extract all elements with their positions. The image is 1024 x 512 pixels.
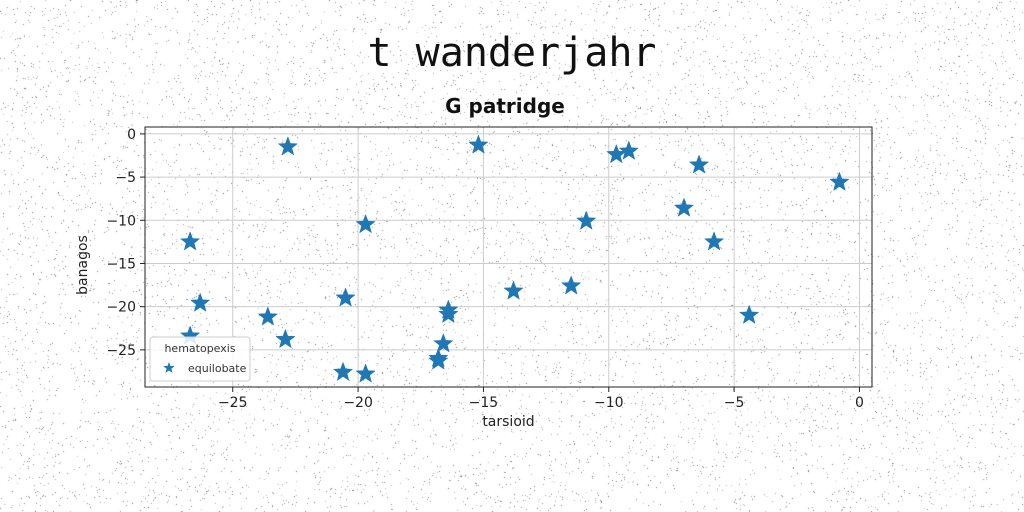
x-tick-label: −5 [724, 395, 745, 411]
legend-star-marker [163, 362, 175, 373]
axes-frame [144, 126, 873, 388]
data-point-star [688, 154, 710, 174]
data-point-star [179, 231, 201, 251]
data-point-star [428, 350, 449, 370]
data-point-star [275, 328, 296, 349]
data-point-star [576, 210, 597, 230]
legend-entry-label: equilobate [188, 362, 247, 375]
data-point-star [738, 304, 760, 324]
x-tick-label: −20 [343, 395, 373, 411]
x-tick-label: −25 [218, 395, 248, 411]
y-tick-label: −15 [106, 256, 136, 272]
data-point-star [355, 213, 376, 234]
x-tick-label: −10 [594, 395, 624, 411]
data-point-star [606, 143, 627, 164]
y-tick-label: −20 [106, 300, 136, 316]
y-axis-label: banagos [75, 235, 91, 295]
data-point-star [438, 303, 459, 324]
data-points [179, 134, 850, 383]
legend: hematopexis equilobate [149, 336, 251, 382]
x-axis-label: tarsioid [482, 414, 534, 430]
data-point-star [673, 197, 695, 217]
y-axis-ticks: 0 −5 −10 −15 −20 −25 [106, 127, 145, 359]
data-point-star [433, 333, 454, 353]
data-point-star [468, 134, 489, 154]
x-tick-label: −15 [469, 395, 499, 411]
data-point-star [618, 140, 640, 160]
y-tick-label: 0 [127, 127, 136, 143]
data-point-star [560, 275, 582, 295]
y-tick-label: −25 [106, 343, 136, 359]
data-point-star [277, 136, 299, 156]
y-tick-label: −10 [106, 213, 136, 229]
data-point-star [703, 231, 725, 251]
data-point-star [189, 292, 211, 312]
data-point-star [829, 171, 850, 191]
figure-suptitle: t wanderjahr [367, 30, 657, 76]
data-point-star [332, 361, 354, 381]
legend-box [149, 336, 251, 382]
data-point-star [503, 280, 524, 300]
data-point-star [355, 363, 376, 383]
chart-title: G patridge [445, 94, 565, 118]
data-point-star [257, 306, 279, 326]
y-tick-label: −5 [115, 170, 136, 186]
grid-lines [145, 127, 872, 387]
x-axis-ticks: −25 −20 −15 −10 −5 0 [218, 387, 864, 411]
x-tick-label: 0 [855, 395, 864, 411]
data-point-star [335, 287, 356, 307]
legend-title: hematopexis [164, 342, 235, 355]
